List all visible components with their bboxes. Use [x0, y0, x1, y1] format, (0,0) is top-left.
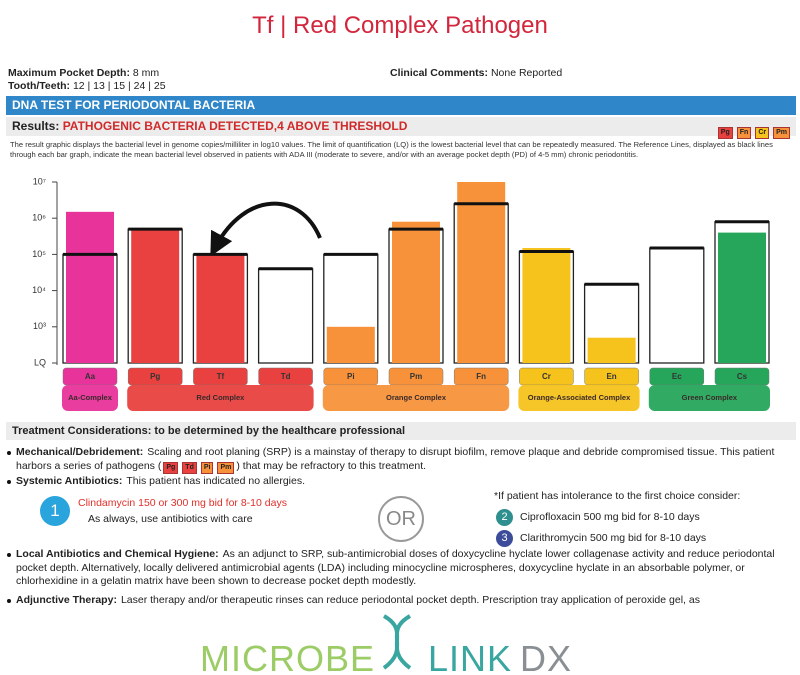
category-label: Fn [476, 372, 486, 381]
text: As an adjunct to SRP, sub-antimicrobial … [16, 548, 775, 587]
max-depth: Maximum Pocket Depth: 8 mm [8, 67, 159, 79]
option-note: As always, use antibiotics with care [88, 513, 253, 525]
bar [587, 337, 636, 363]
annotation-arrow [210, 201, 322, 257]
category-label: Pm [410, 372, 422, 381]
adjunctive: Adjunctive Therapy: Laser therapy and/or … [7, 594, 788, 608]
local: Local Antibiotics and Chemical Hygiene: A… [7, 548, 788, 589]
label: Results: [12, 119, 60, 133]
group-label: Red Complex [196, 393, 245, 402]
category-label: Aa [85, 372, 96, 381]
bar [392, 221, 440, 363]
category-label: Ec [672, 372, 682, 381]
bar [457, 182, 506, 363]
group-label: Orange Complex [386, 393, 447, 402]
text: This patient has indicated no allergies. [126, 475, 305, 487]
head: Systemic Antibiotics: [16, 475, 123, 487]
report: Maximum Pocket Depth: 8 mm Tooth/Teeth: … [0, 60, 800, 612]
group-band [322, 385, 510, 411]
text: ) that may be refractory to this treatme… [236, 459, 427, 472]
section-title: DNA TEST FOR PERIODONTAL BACTERIA [6, 96, 796, 115]
group-label: Green Complex [682, 393, 738, 402]
teeth: Tooth/Teeth: 12 | 13 | 15 | 24 | 25 [8, 80, 166, 92]
result-badges: Pg Fn Cr Pm [716, 121, 792, 139]
badge: Pm [217, 461, 235, 474]
text: Laser therapy and/or therapeutic rinses … [120, 594, 700, 606]
category-label: En [606, 372, 616, 381]
label: Maximum Pocket Depth: [8, 67, 130, 79]
description: The result graphic displays the bacteria… [10, 140, 773, 159]
bar [131, 229, 180, 363]
y-tick-label: 10⁵ [32, 249, 46, 259]
badge: Pm [773, 127, 790, 139]
comments: Clinical Comments: None Reported [390, 67, 562, 79]
badge: Pi [200, 461, 214, 474]
category-label: Pg [150, 372, 160, 381]
option-number: 1 [40, 496, 70, 526]
badge: Cr [755, 127, 770, 139]
badge: Td [182, 461, 197, 474]
head: Mechanical/Debridement: [16, 446, 144, 458]
reference-box [649, 247, 705, 364]
alt-intro: *If patient has intolerance to the first… [494, 490, 741, 502]
option-drug: Ciprofloxacin 500 mg bid for 8-10 days [520, 511, 700, 523]
badges: Pg Td Pi Pm [161, 460, 236, 474]
head: Local Antibiotics and Chemical Hygiene: [16, 548, 219, 560]
badge: Fn [736, 127, 752, 139]
value: None Reported [490, 67, 563, 79]
page-title: Tf | Red Complex Pathogen [252, 12, 548, 39]
group-band [62, 385, 118, 411]
group-band [127, 385, 314, 411]
option-number: 3 [496, 530, 513, 547]
reference-box [257, 268, 314, 364]
systemic: Systemic Antibiotics: This patient has in… [7, 475, 788, 489]
y-tick-label: 10⁴ [32, 285, 46, 295]
mechanical: Mechanical/Debridement: Scaling and root … [7, 446, 788, 474]
label: Clinical Comments: [390, 67, 489, 79]
value: PATHOGENIC BACTERIA DETECTED,4 ABOVE THR… [62, 119, 408, 133]
bar [196, 254, 245, 363]
treatment-title: Treatment Considerations: to be determin… [6, 422, 796, 440]
value: 12 | 13 | 15 | 24 | 25 [72, 80, 166, 92]
logo-word: LINK [428, 638, 513, 675]
badge: Pg [163, 461, 179, 474]
category-label: Tf [217, 372, 225, 381]
results: Results: PATHOGENIC BACTERIA DETECTED,4 … [6, 117, 796, 136]
text: Scaling and root planing (SRP) is a main… [16, 446, 775, 472]
group-label: Aa-Complex [68, 393, 113, 402]
y-tick-label: 10⁶ [32, 213, 46, 223]
category-label: Pi [347, 372, 355, 381]
chart: LQ 10³ 10⁴ 10⁵ 10⁶ 10⁷ Aa Aa-Complex Pg Tf Td Red C… [32, 176, 770, 411]
or-sign: OR [378, 496, 424, 542]
option-drug: Clindamycin 150 or 300 mg bid for 8-10 d… [78, 497, 287, 509]
group-label: Orange-Associated Complex [528, 393, 631, 402]
logo: MICROBE LINK DX [200, 612, 620, 675]
group-band [518, 385, 640, 411]
option-number: 2 [496, 509, 513, 526]
logo-word: MICROBE [200, 638, 376, 675]
bar [522, 248, 571, 363]
label: Tooth/Teeth: [8, 80, 71, 92]
y-tick-label: LQ [34, 357, 46, 367]
category-label: Cr [542, 372, 551, 381]
option-drug: Clarithromycin 500 mg bid for 8-10 days [520, 532, 707, 544]
value: 8 mm [132, 67, 160, 79]
group-band [648, 385, 770, 411]
category-label: Td [281, 372, 291, 381]
bar [718, 232, 766, 363]
head: Adjunctive Therapy: [16, 594, 117, 606]
y-tick-label: 10³ [33, 321, 46, 331]
badge: Pg [717, 127, 733, 139]
y-tick-label: 10⁷ [33, 176, 46, 186]
bar [66, 211, 114, 363]
logo-word: DX [520, 638, 573, 675]
category-label: Cs [737, 372, 748, 381]
logo-icon [382, 614, 412, 670]
bar [326, 326, 375, 363]
